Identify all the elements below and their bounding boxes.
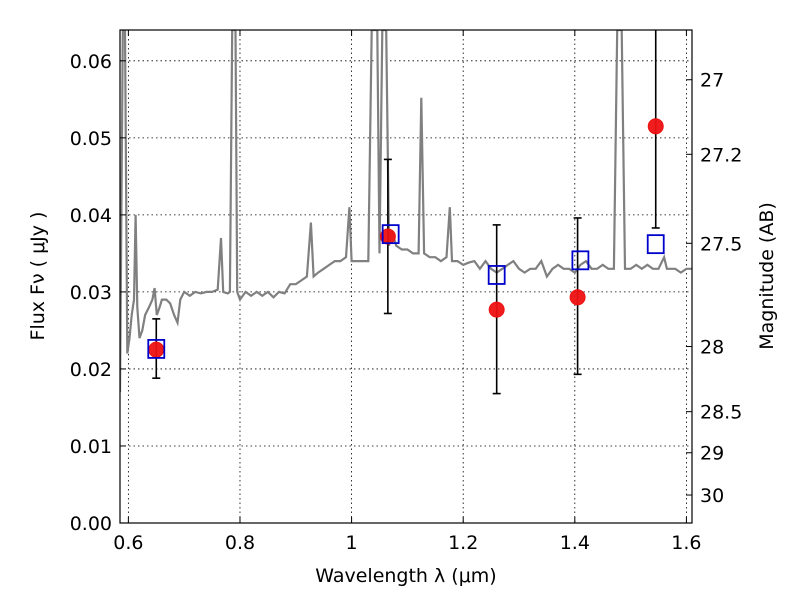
x-tick-label: 0.6	[113, 532, 143, 554]
y-tick-label: 0.02	[70, 359, 112, 381]
x-axis-label: Wavelength λ (μm)	[315, 565, 496, 587]
model-points-layer	[147, 224, 665, 359]
y-tick-label: 0.03	[70, 282, 112, 304]
y-tick-label: 0.05	[70, 128, 112, 150]
observed-point	[148, 341, 165, 358]
observed-point	[569, 289, 586, 306]
mag-tick-label: 28	[700, 337, 724, 359]
mag-tick-label: 27.2	[700, 144, 742, 166]
spectrum-layer	[120, 30, 692, 393]
error-bar-layer	[152, 30, 660, 395]
model-point	[646, 234, 665, 255]
mag-tick-label: 30	[700, 485, 724, 507]
model-point	[147, 339, 166, 359]
observed-point	[647, 118, 664, 135]
mag-tick-label: 28.5	[700, 402, 742, 424]
x-tick-label: 0.8	[225, 532, 255, 554]
y-tick-label: 0.06	[70, 51, 112, 73]
x-tick-label: 1.6	[671, 532, 701, 554]
ticks-layer: 0.6 0.8 1 1.2 1.4 1.6 0.00 0.01 0.02 0.03 0.04 0.05…	[70, 30, 742, 554]
model-point	[571, 250, 590, 271]
grid	[120, 30, 692, 524]
model-point	[381, 224, 400, 245]
observed-points-layer	[148, 118, 664, 358]
x-tick-label: 1.4	[560, 532, 590, 554]
observed-point	[488, 301, 505, 318]
mag-tick-label: 27	[700, 70, 724, 92]
right-y-axis-label: Magnitude (AB)	[756, 202, 778, 350]
mag-tick-label: 29	[700, 443, 724, 465]
x-tick-label: 1	[346, 532, 358, 554]
spectrum-line	[120, 30, 692, 393]
y-axis-label: Flux Fν ( μJy )	[27, 212, 49, 341]
y-tick-label: 0.04	[70, 205, 112, 227]
mag-tick-label: 27.5	[700, 233, 742, 255]
y-tick-label: 0.00	[70, 513, 112, 535]
model-point	[487, 265, 506, 285]
x-tick-label: 1.2	[448, 532, 478, 554]
plot-frame	[119, 29, 693, 524]
y-tick-label: 0.01	[70, 436, 112, 458]
